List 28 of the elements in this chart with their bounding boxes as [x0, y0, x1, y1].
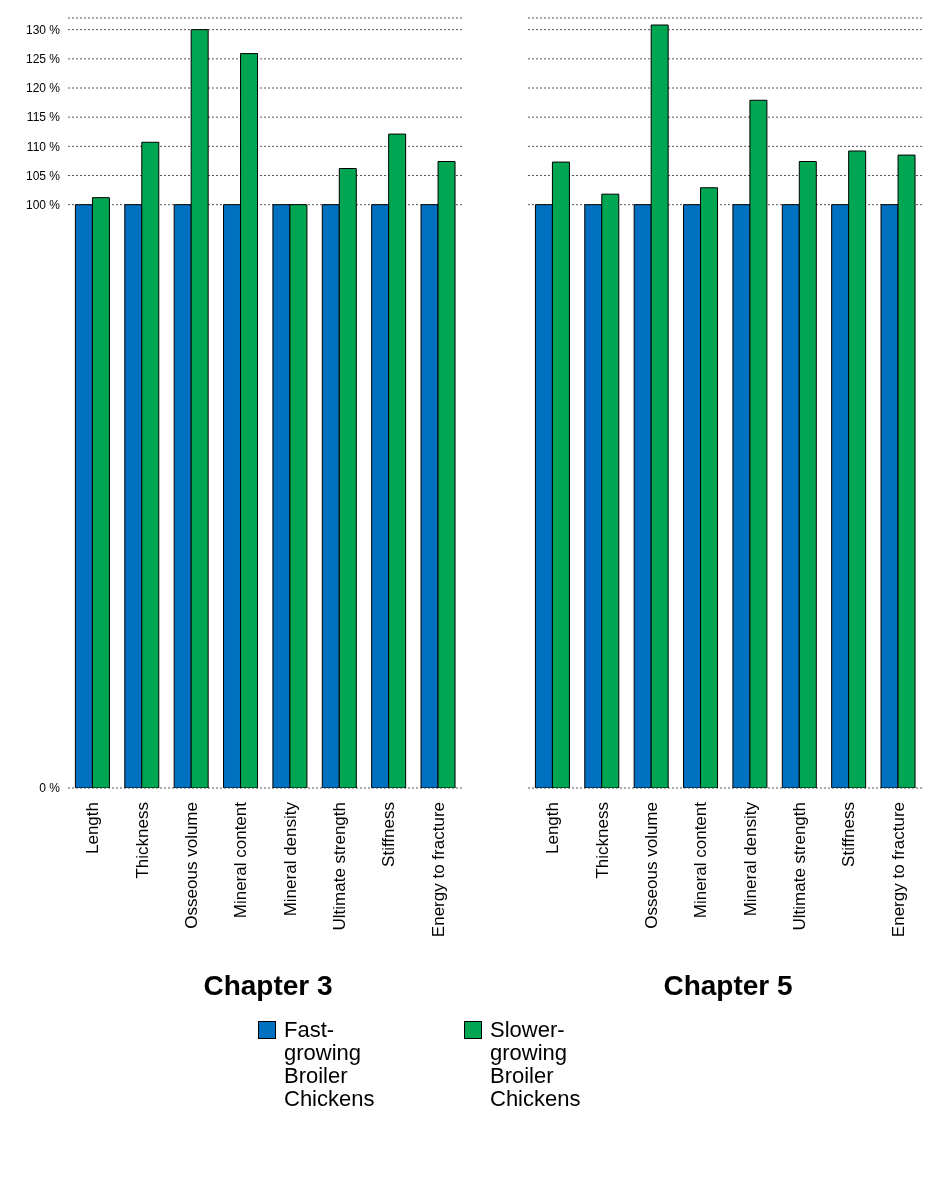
- x-tick-label: Mineral density: [740, 801, 760, 917]
- y-tick-label: 0 %: [39, 781, 61, 796]
- x-tick-label: Mineral content: [691, 801, 711, 919]
- x-tick-label: Energy to fracture: [428, 802, 448, 938]
- x-tick-label: Length: [543, 802, 563, 854]
- x-tick-label: Stiffness: [839, 802, 859, 867]
- y-tick-label: 105 %: [25, 168, 61, 183]
- x-tick-label: Length: [83, 802, 103, 854]
- x-tick-label: Mineral content: [231, 801, 251, 919]
- legend-label: Slower-growing Broiler Chickens: [490, 1017, 582, 1111]
- x-tick-label: Energy to fracture: [888, 802, 908, 938]
- y-tick-label: 125 %: [25, 52, 61, 67]
- x-tick-label: Thickness: [132, 802, 152, 879]
- x-tick-label: Stiffness: [379, 802, 399, 867]
- text: Chapter 5: [662, 970, 794, 1002]
- x-tick-label: Thickness: [592, 802, 612, 879]
- text: Chapter 3: [202, 970, 334, 1002]
- x-tick-label: Ultimate strength: [330, 802, 350, 931]
- x-tick-label: Osseous volume: [181, 802, 201, 929]
- x-tick-label: Osseous volume: [641, 802, 661, 929]
- x-tick-label: Ultimate strength: [790, 802, 810, 931]
- y-tick-label: 115 %: [26, 110, 61, 125]
- y-tick-label: 110 %: [26, 139, 61, 154]
- legend-label: Fast-growing Broiler Chickens: [284, 1017, 376, 1111]
- y-tick-label: 130 %: [25, 22, 61, 37]
- y-tick-label: 120 %: [25, 81, 61, 96]
- y-tick-label: 100 %: [25, 197, 61, 212]
- x-tick-label: Mineral density: [280, 801, 300, 917]
